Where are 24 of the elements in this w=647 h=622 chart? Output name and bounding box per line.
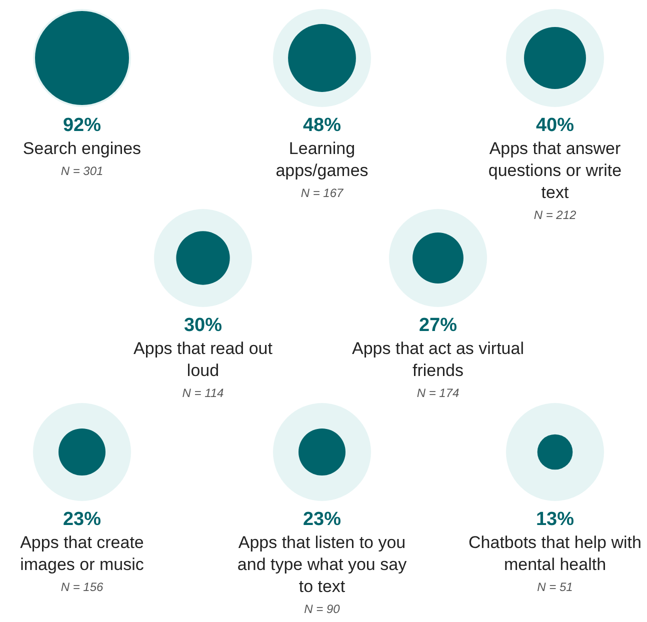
data-label: 40% [534,114,576,138]
text: N = 90 [303,602,341,616]
data-label: 48% [302,114,342,138]
text: N = 167 [300,186,344,200]
data-label: 92% [62,114,102,138]
data-label: 13% [534,508,576,532]
category-label: Search engines [22,138,142,160]
data-label: 23% [62,508,102,532]
category-label: Learning apps/games [274,138,370,182]
data-label: 27% [418,314,458,338]
category-label: Apps that listen to you and type what you say to text [237,532,407,598]
text: N = 156 [60,580,104,594]
text: N = 212 [532,208,578,222]
data-label: 30% [182,314,224,338]
category-label: Chatbots that help with mental health [468,532,642,576]
category-label: Apps that create images or music [19,532,145,576]
text: N = 174 [416,386,460,400]
data-label: 23% [302,508,342,532]
category-label: Apps that act as virtual friends [351,338,525,382]
category-label: Apps that answer questions or write text [487,138,623,204]
text: N = 114 [181,386,225,400]
category-label: Apps that read out loud [132,338,274,382]
text: N = 301 [60,164,104,178]
text: N = 51 [536,580,574,594]
